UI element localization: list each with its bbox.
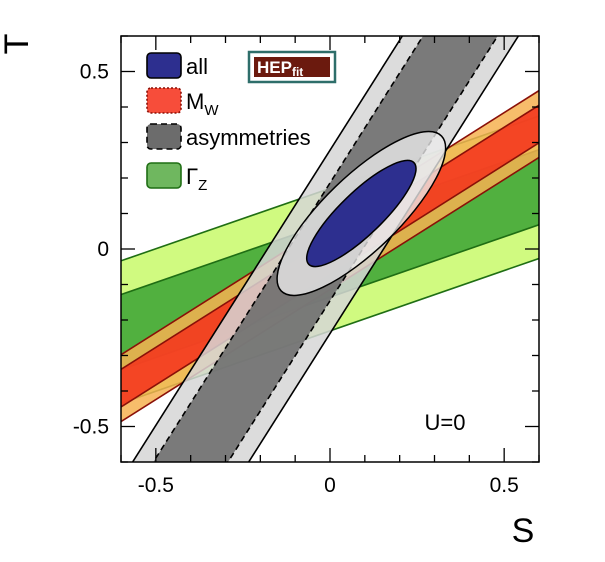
y-tick-label: -0.5: [73, 416, 109, 439]
legend-swatch-gz: [146, 162, 182, 189]
annotation-u0: U=0: [425, 410, 466, 435]
legend-swatch-mw: [146, 87, 182, 114]
legend-label-all: all: [186, 54, 208, 79]
logo-text: HEPfit: [257, 58, 303, 79]
y-tick-label: 0: [97, 238, 109, 261]
asym-edge-2sigma-1: [131, 36, 404, 462]
logo-fill: [254, 57, 330, 77]
contour-layer: [121, 36, 539, 462]
legend-label-asym: asymmetries: [186, 125, 311, 150]
y-tick-label: 0.5: [80, 61, 109, 84]
y-axis-title: T: [0, 34, 36, 55]
legend-label-gz: ΓZ: [186, 164, 207, 194]
hepfit-logo: HEPfit: [247, 50, 337, 84]
all-ellipse-inner: [305, 159, 417, 268]
legend-label-mw: MW: [186, 89, 219, 119]
x-tick-label: 0.5: [490, 474, 519, 497]
axis-tick-labels: -0.5 0 0.5 -0.5 0 0.5: [73, 61, 519, 498]
legend-swatch-asym: [146, 123, 182, 150]
x-tick-label: -0.5: [138, 474, 174, 497]
legend-swatch-all: [146, 52, 182, 79]
x-tick-label: 0: [324, 474, 336, 497]
x-axis-title: S: [512, 512, 535, 550]
axis-ticks: [120, 35, 540, 463]
asym-edge-2sigma-0: [247, 36, 520, 462]
